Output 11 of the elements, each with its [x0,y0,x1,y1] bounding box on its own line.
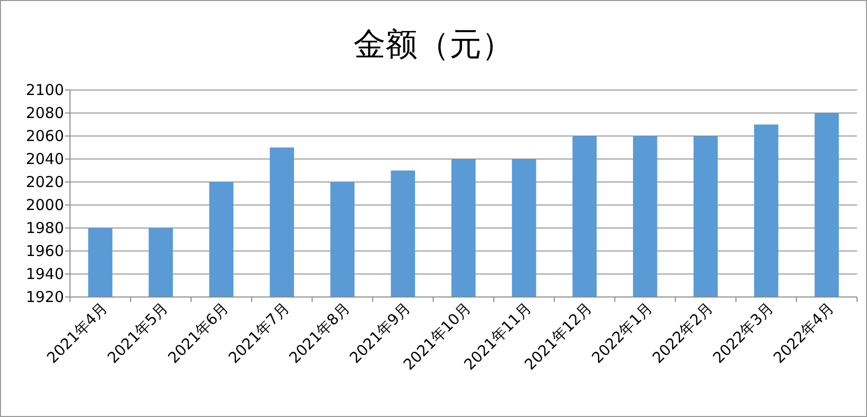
y-tick-label: 1940 [26,265,64,283]
y-tick-label: 1980 [26,219,64,237]
y-tick-label: 2000 [26,196,64,214]
y-tick-label: 2020 [26,173,64,191]
y-tick-label: 2060 [26,127,64,145]
y-tick-label: 1960 [26,242,64,260]
y-tick-label: 2100 [26,81,64,99]
y-tick-label: 2040 [26,150,64,168]
chart-title: 金额（元） [354,25,514,63]
y-tick-label: 2080 [26,104,64,122]
y-tick-label: 1920 [26,288,64,306]
